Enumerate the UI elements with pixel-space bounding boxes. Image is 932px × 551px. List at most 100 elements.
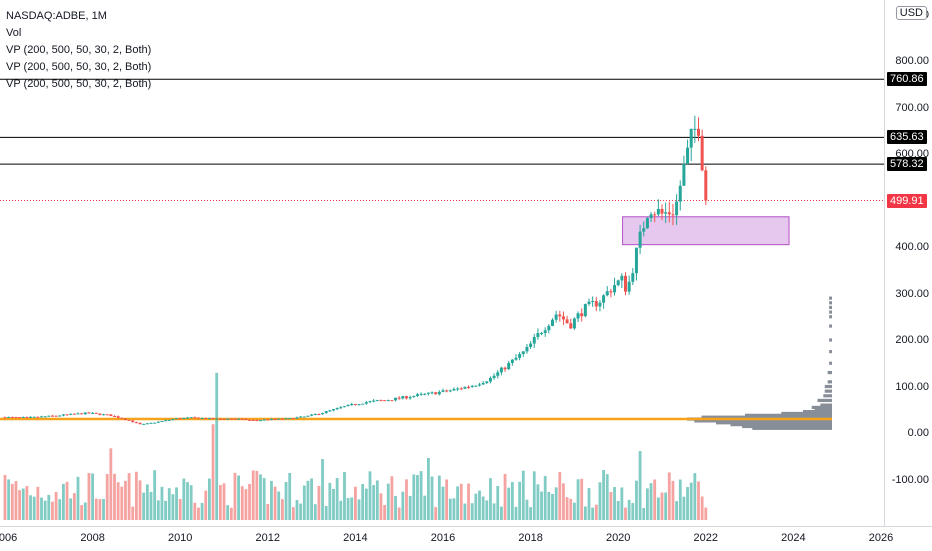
price-tick: 200.00 <box>895 334 929 346</box>
candle-body <box>233 418 237 420</box>
volume-bar <box>350 497 354 520</box>
candle-body <box>145 423 149 425</box>
time-scale[interactable]: 2006 2008 2010 2012 2014 2016 2018 2020 2022 2024… <box>0 526 932 551</box>
volume-bar <box>631 503 635 520</box>
volume-bar <box>109 448 113 520</box>
candle-body <box>397 397 401 399</box>
legend-volume[interactable]: Vol <box>6 27 22 39</box>
volume-bar <box>113 473 116 520</box>
profile-bar <box>745 413 832 417</box>
candle-body <box>561 316 565 320</box>
candle-body <box>434 392 438 395</box>
time-tick: 2012 <box>255 532 281 544</box>
candle-body <box>273 418 277 420</box>
profile-bar <box>820 403 832 407</box>
candle-body <box>353 403 357 405</box>
price-scale[interactable]: 900.00800.00700.00600.00400.00300.00200.… <box>884 0 932 526</box>
volume-bar <box>240 486 244 520</box>
candle-body <box>412 396 416 398</box>
volume-bar <box>565 497 569 520</box>
volume-bar <box>259 474 262 520</box>
volume-bar <box>379 493 383 520</box>
candle-body <box>248 419 252 421</box>
legend-vp-2[interactable]: VP (200, 500, 50, 30, 2, Both) <box>6 61 152 73</box>
volume-bar <box>211 424 215 520</box>
volume-bar <box>175 487 178 520</box>
candle-body <box>525 346 529 352</box>
demand-zone[interactable] <box>622 216 790 246</box>
legend-vp-1[interactable]: VP (200, 500, 50, 30, 2, Both) <box>6 44 152 56</box>
candle-body <box>594 301 598 307</box>
profile-bar <box>811 405 832 410</box>
volume-bar <box>80 505 84 520</box>
volume-bar <box>660 492 664 520</box>
candle-body <box>346 404 350 407</box>
candle-body <box>467 386 471 388</box>
price-chart[interactable] <box>0 0 884 526</box>
candle-body <box>598 302 602 307</box>
level-tag-760[interactable]: 760.86 <box>887 72 927 87</box>
volume-bar <box>693 473 697 520</box>
volume-bar <box>521 470 525 520</box>
candle-body <box>98 413 102 415</box>
candle-body <box>697 128 700 136</box>
volume-bar <box>646 488 649 520</box>
volume-bar <box>441 486 445 520</box>
candle-body <box>102 414 106 416</box>
volume-bar <box>375 480 379 520</box>
candle-body <box>29 416 33 418</box>
candle-body <box>361 403 365 405</box>
volume-bar <box>229 507 233 520</box>
candle-body <box>470 385 474 387</box>
candle-body <box>69 413 73 415</box>
volume-bar <box>551 493 554 520</box>
price-tick: 400.00 <box>895 241 929 253</box>
candle-body <box>58 415 62 417</box>
level-tag-578[interactable]: 578.32 <box>887 157 927 172</box>
candle-body <box>532 337 536 344</box>
candle-body <box>386 400 390 402</box>
chart-pane[interactable]: NASDAQ:ADBE, 1M Vol VP (200, 500, 50, 30… <box>0 0 884 526</box>
volume-bar <box>412 474 416 520</box>
volume-bar <box>7 479 11 520</box>
candle-body <box>226 418 230 420</box>
volume-bar <box>3 474 7 520</box>
volume-bar <box>427 457 430 520</box>
price-tick: 100.00 <box>895 380 929 393</box>
volume-bar <box>682 496 686 520</box>
volume-bar <box>72 493 76 520</box>
candle-body <box>160 421 164 423</box>
volume-bar <box>14 481 18 520</box>
candle-body <box>642 228 646 232</box>
level-tag-635[interactable]: 635.63 <box>887 130 927 145</box>
volume-bar <box>266 504 270 520</box>
volume-bar <box>456 486 459 520</box>
candle-body <box>401 396 405 399</box>
volume-bar <box>120 486 124 520</box>
legend-symbol[interactable]: NASDAQ:ADBE, 1M <box>6 10 107 22</box>
volume-bar <box>270 480 273 520</box>
volume-bar <box>594 504 598 520</box>
volume-bar <box>591 507 595 520</box>
volume-bar <box>339 500 343 520</box>
price-tick: 700.00 <box>895 101 929 114</box>
volume-bar <box>357 499 361 520</box>
candle-body <box>415 394 419 397</box>
volume-bar <box>364 488 368 520</box>
volume-bar <box>288 473 292 520</box>
volume-bar <box>383 504 386 520</box>
currency-badge[interactable]: USD <box>895 6 927 20</box>
legend-vp-3[interactable]: VP (200, 500, 50, 30, 2, Both) <box>6 78 152 90</box>
candle-body <box>127 419 131 421</box>
candle-body <box>478 384 481 386</box>
candle-body <box>240 418 244 420</box>
candle-body <box>43 416 47 418</box>
horizontal-levels[interactable] <box>0 78 884 202</box>
candles <box>3 115 708 425</box>
volume-bar <box>372 485 376 520</box>
candle-body <box>284 418 288 420</box>
volume-bar <box>448 498 452 520</box>
candle-body <box>109 414 113 417</box>
volume-bar <box>215 372 219 520</box>
profile-bar <box>803 410 832 414</box>
